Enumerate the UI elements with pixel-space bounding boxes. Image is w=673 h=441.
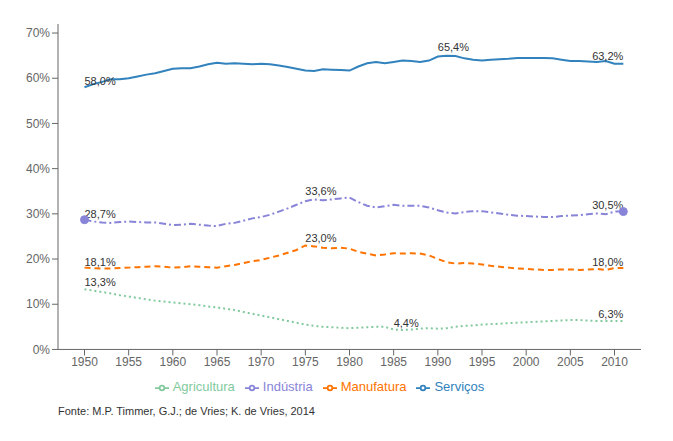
- svg-text:4,4%: 4,4%: [394, 317, 419, 329]
- svg-text:13,3%: 13,3%: [85, 276, 116, 288]
- html-text:Fonte: M.P. Timmer, G.J.; de V: Fonte: M.P. Timmer, G.J.; de Vries; K. d…: [58, 405, 315, 417]
- svg-text:1975: 1975: [292, 355, 319, 369]
- svg-text:2010: 2010: [601, 355, 628, 369]
- svg-text:30%: 30%: [26, 207, 50, 221]
- svg-text:1965: 1965: [204, 355, 231, 369]
- svg-text:30,5%: 30,5%: [592, 199, 623, 211]
- svg-text:63,2%: 63,2%: [592, 50, 623, 62]
- svg-text:20%: 20%: [26, 252, 50, 266]
- svg-text:1955: 1955: [115, 355, 142, 369]
- svg-text:23,0%: 23,0%: [305, 232, 336, 244]
- svg-text:2000: 2000: [513, 355, 540, 369]
- svg-text:60%: 60%: [26, 71, 50, 85]
- svg-text:1950: 1950: [71, 355, 98, 369]
- svg-text:1985: 1985: [380, 355, 407, 369]
- svg-text:58,0%: 58,0%: [85, 75, 116, 87]
- svg-text:1960: 1960: [159, 355, 186, 369]
- svg-text:40%: 40%: [26, 162, 50, 176]
- html-text:Agricultura: Agricultura: [172, 379, 235, 395]
- svg-text:2005: 2005: [557, 355, 584, 369]
- svg-text:65,4%: 65,4%: [438, 41, 469, 53]
- svg-text:1990: 1990: [424, 355, 451, 369]
- svg-text:18,0%: 18,0%: [592, 256, 623, 268]
- svg-text:50%: 50%: [26, 117, 50, 131]
- svg-text:70%: 70%: [26, 26, 50, 40]
- html-text:Indústria: Indústria: [262, 379, 313, 395]
- html-text:Manufatura: Manufatura: [340, 379, 407, 395]
- svg-text:1995: 1995: [469, 355, 496, 369]
- svg-text:10%: 10%: [26, 297, 50, 311]
- svg-text:18,1%: 18,1%: [85, 256, 116, 268]
- svg-text:1980: 1980: [336, 355, 363, 369]
- svg-text:28,7%: 28,7%: [85, 208, 116, 220]
- svg-text:1970: 1970: [248, 355, 275, 369]
- svg-text:6,3%: 6,3%: [598, 308, 623, 320]
- html-text:Serviços: Serviços: [434, 379, 485, 395]
- svg-text:0%: 0%: [33, 343, 51, 357]
- svg-text:33,6%: 33,6%: [305, 185, 336, 197]
